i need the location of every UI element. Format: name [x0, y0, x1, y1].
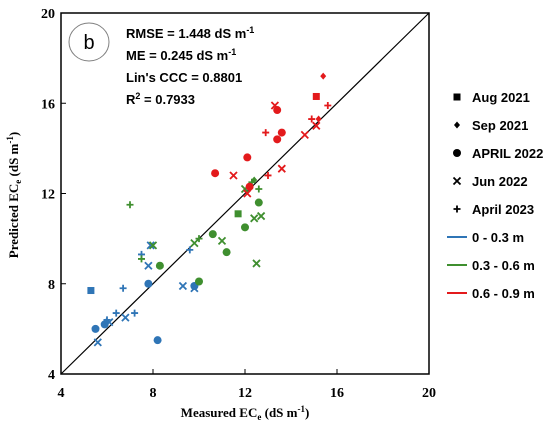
y-tick-label: 4	[48, 368, 55, 383]
legend-depth-label: 0.3 - 0.6 m	[472, 258, 535, 273]
data-point-x	[146, 241, 155, 250]
data-point-diamond	[320, 72, 327, 80]
legend-depth-label: 0.6 - 0.9 m	[472, 286, 535, 301]
data-point-circle	[273, 135, 282, 144]
x-axis-title: Measured ECe (dS m-1)	[181, 404, 310, 422]
data-point-circle	[245, 182, 254, 191]
y-tick-label: 12	[41, 188, 55, 203]
y-tick-label: 16	[41, 97, 55, 112]
data-point-square	[312, 92, 320, 100]
legend-label: April 2023	[472, 202, 534, 217]
legend-label: Aug 2021	[472, 90, 530, 105]
data-point-x	[300, 130, 309, 139]
data-point-plus	[131, 309, 139, 317]
data-point-x	[217, 236, 227, 246]
data-point-circle	[241, 223, 249, 232]
legend-label: Sep 2021	[472, 118, 528, 133]
legend-marker-x	[452, 176, 462, 186]
data-point-square	[234, 210, 242, 218]
data-point-circle	[243, 153, 252, 162]
legend-label: Jun 2022	[472, 174, 528, 189]
legend-marker-square	[453, 93, 461, 101]
legend: Aug 2021 Sep 2021 APRIL 2022 Jun 2022 April …	[447, 90, 543, 301]
data-point-circle	[144, 279, 153, 288]
data-point-x	[252, 259, 261, 268]
legend-depth-label: 0 - 0.3 m	[472, 230, 524, 245]
data-point-plus	[262, 129, 270, 137]
x-tick-label: 20	[422, 386, 436, 401]
panel-label-circle	[68, 22, 110, 62]
data-point-x	[256, 211, 266, 221]
data-point-x	[312, 121, 321, 130]
data-point-x	[178, 281, 188, 291]
data-point-plus	[103, 316, 111, 324]
data-point-plus	[186, 246, 194, 254]
x-tick-label: 12	[238, 386, 252, 401]
x-tick-label: 8	[150, 386, 157, 401]
legend-marker-plus	[453, 205, 461, 213]
data-point-x	[250, 214, 259, 223]
stats-box: RMSE = 1.448 dS m-1 ME = 0.245 dS m-1 Li…	[126, 25, 254, 107]
x-tick-label: 16	[330, 386, 344, 401]
data-point-diamond	[315, 115, 322, 123]
data-point-circle	[273, 106, 282, 115]
data-point-circle	[91, 324, 100, 333]
data-point-x	[148, 241, 158, 250]
data-point-x	[93, 338, 102, 347]
data-point-circle	[211, 169, 220, 178]
stat-rmse: RMSE = 1.448 dS m-1	[126, 25, 254, 41]
data-point-circle	[208, 230, 217, 239]
data-point-plus	[255, 185, 263, 193]
data-point-circle	[153, 336, 162, 345]
legend-marker-circle	[453, 149, 461, 157]
data-point-x	[121, 313, 130, 322]
y-axis-title: Predicted ECe (dS m-1)	[5, 132, 23, 258]
data-point-circle	[254, 198, 263, 207]
y-tick-label: 8	[48, 278, 55, 293]
data-point-plus	[112, 309, 120, 317]
data-point-plus	[308, 115, 316, 123]
panel-label: b	[83, 32, 94, 54]
data-point-x	[277, 164, 286, 173]
plot-area	[60, 12, 430, 375]
data-point-circle	[222, 248, 231, 257]
legend-label: APRIL 2022	[472, 146, 543, 161]
data-point-x	[270, 101, 280, 110]
data-point-x	[144, 261, 153, 270]
data-point-x	[190, 284, 199, 293]
data-point-x	[243, 189, 252, 198]
data-point-plus	[126, 201, 134, 209]
x-tick-label: 4	[58, 386, 65, 401]
data-point-circle	[277, 128, 286, 137]
data-point-plus	[138, 255, 145, 263]
data-point-circle	[195, 277, 203, 286]
one-to-one-line	[60, 12, 430, 375]
data-point-square	[87, 287, 95, 295]
data-point-x	[229, 171, 238, 180]
legend-marker-diamond	[454, 121, 460, 129]
axes: 4 8 12 16 20 4 8 12 16 20	[41, 7, 436, 401]
stat-me: ME = 0.245 dS m-1	[126, 47, 236, 63]
data-point-plus	[119, 284, 127, 292]
stat-r2: R2 = 0.7933	[126, 91, 195, 107]
data-point-plus	[195, 235, 203, 243]
data-point-circle	[155, 261, 164, 270]
y-tick-label: 20	[41, 7, 55, 22]
data-point-plus	[324, 102, 332, 110]
stat-ccc: Lin's CCC = 0.8801	[126, 70, 242, 85]
panel-label-group: b	[68, 22, 110, 62]
data-point-x	[190, 239, 199, 248]
data-points	[87, 72, 332, 347]
data-point-plus	[264, 171, 272, 179]
